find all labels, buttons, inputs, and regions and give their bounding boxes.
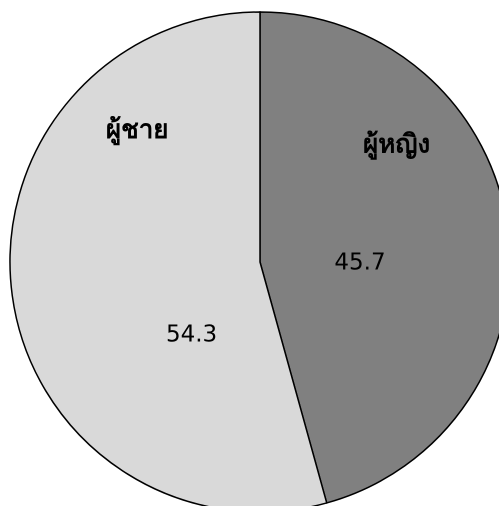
slice-category-label-1: ผู้หญิง — [363, 129, 430, 160]
slice-value-label-2: 54.3 — [166, 321, 217, 347]
labels-layer: ผู้หญิง 45.7 ผู้ชาย 54.3 — [106, 115, 430, 348]
slice-category-label-2: ผู้ชาย — [106, 115, 169, 146]
pie-slice-1 — [259, 11, 499, 504]
slice-value-label-1: 45.7 — [334, 249, 385, 275]
slices-layer — [9, 11, 499, 511]
pie-slice-2 — [9, 11, 328, 511]
